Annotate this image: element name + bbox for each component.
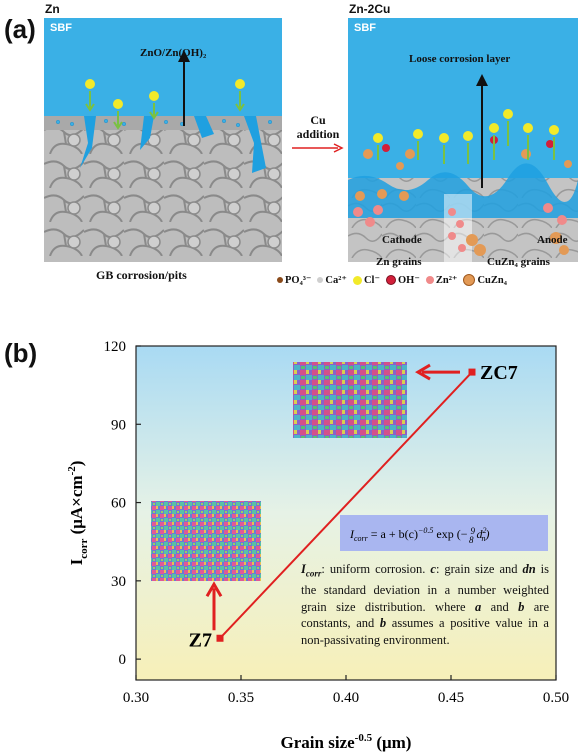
panel-a-left-title: Zn	[45, 2, 60, 16]
ebsd-map-z7	[151, 501, 261, 581]
anode-label: Anode	[537, 234, 568, 246]
model-description: Icorr: uniform corrosion. c: grain size …	[301, 562, 549, 647]
loose-layer-label: Loose corrosion layer	[409, 53, 511, 65]
panel-b-label: (b)	[4, 338, 38, 368]
x-tick-label: 0.45	[438, 690, 464, 706]
zn-grains-label: Zn grains	[376, 256, 422, 268]
corrosion-product-label: ZnO/Zn(OH)₂	[140, 47, 207, 59]
right-sbf-label: SBF	[354, 22, 376, 34]
data-point-zc7	[468, 368, 476, 376]
x-tick-label: 0.50	[543, 690, 569, 706]
chloride-ions-right	[373, 109, 559, 164]
data-point-z7	[216, 634, 224, 642]
point-label-zc7: ZC7	[480, 362, 518, 384]
zn-ions	[353, 203, 567, 252]
legend-phosphate: PO₄³⁻	[277, 274, 311, 286]
y-tick-label: 30	[111, 574, 126, 590]
x-tick-label: 0.40	[333, 690, 359, 706]
addition-label: addition	[296, 127, 340, 141]
cathode-label: Cathode	[382, 234, 422, 246]
series-line	[219, 371, 473, 639]
y-axis-title: Icorr (μA×cm-2)	[66, 461, 90, 566]
corrosion-chart: 0.30 0.35 0.40 0.45 0.50 0 30 60 90 120 Z7 ZC7 Gra…	[66, 339, 570, 752]
legend-hydroxide: OH⁻	[386, 274, 420, 286]
panel-a-label: (a)	[4, 14, 36, 44]
cuzn4-grains	[355, 189, 569, 256]
y-tick-label: 0	[119, 652, 127, 668]
left-caption: GB corrosion/pits	[96, 268, 187, 282]
panel-a-right-title: Zn-2Cu	[349, 2, 391, 16]
x-axis-title: Grain size-0.5 (μm)	[281, 732, 412, 752]
cu-label: Cu	[310, 113, 326, 127]
zc7-pointer-head	[415, 363, 431, 381]
x-tick-label: 0.35	[228, 690, 254, 706]
legend-chloride: Cl⁻	[352, 274, 380, 286]
data-series: Z7 ZC7	[189, 362, 518, 651]
y-tick-label: 120	[104, 339, 127, 355]
legend-calcium: Ca²⁺	[317, 274, 347, 286]
ebsd-map-zc7	[293, 362, 407, 438]
z7-pointer-head	[205, 581, 223, 598]
pits	[80, 116, 266, 173]
cuzn4-grains-label: CuZn₄ grains	[487, 256, 550, 268]
corrosion-film	[44, 116, 282, 130]
film-dots	[55, 118, 273, 128]
axis-ticks: 0.30 0.35 0.40 0.45 0.50 0 30 60 90 120	[104, 339, 570, 706]
legend-zinc-ion: Zn²⁺	[425, 274, 457, 286]
sbf-region	[44, 18, 282, 116]
zn-grains	[44, 130, 282, 262]
zn-schematic	[44, 18, 282, 262]
chloride-ions	[85, 79, 245, 130]
ion-cluster	[363, 136, 572, 170]
left-sbf-label: SBF	[50, 22, 72, 34]
y-tick-label: 60	[111, 496, 126, 512]
legend-cuzn4: CuZn₄	[463, 274, 507, 286]
ion-legend: PO₄³⁻ Ca²⁺ Cl⁻ OH⁻ Zn²⁺ CuZn₄	[277, 272, 577, 288]
sbf-region-right	[348, 18, 578, 178]
y-tick-label: 90	[111, 417, 126, 433]
x-tick-label: 0.30	[123, 690, 149, 706]
loose-layer	[348, 163, 578, 218]
zn2cu-schematic	[348, 18, 578, 262]
point-label-z7: Z7	[189, 629, 212, 651]
cu-addition-arrow	[292, 143, 344, 153]
